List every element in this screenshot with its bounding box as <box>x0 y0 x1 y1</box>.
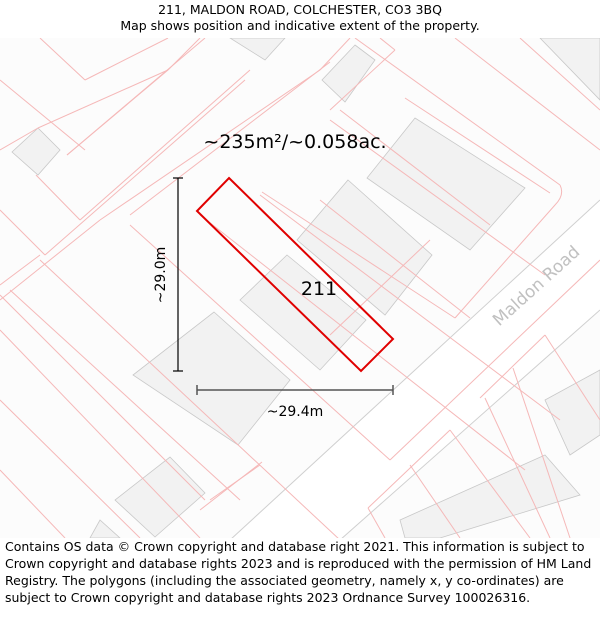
area-label: ~235m²/~0.058ac. <box>203 131 386 153</box>
horizontal-dimension-line <box>196 385 394 395</box>
property-outline-211[interactable] <box>195 176 395 373</box>
horizontal-dimension-label: ~29.4m <box>267 404 324 420</box>
plot-number-label: 211 <box>301 278 337 300</box>
map-subtitle: Map shows position and indicative extent… <box>120 18 480 33</box>
map-header: 211, MALDON ROAD, COLCHESTER, CO3 3BQ Ma… <box>0 0 600 40</box>
property-address: 211, MALDON ROAD, COLCHESTER, CO3 3BQ <box>158 2 442 17</box>
vertical-dimension-line <box>173 177 183 372</box>
property-map[interactable]: ~235m²/~0.058ac. 211 ~29.0m ~29.4m Maldo… <box>0 38 600 538</box>
boundary-lines <box>0 38 600 538</box>
road-maldon <box>231 199 600 538</box>
copyright-attribution: Contains OS data © Crown copyright and d… <box>5 539 592 605</box>
vertical-dimension-label: ~29.0m <box>153 247 169 304</box>
